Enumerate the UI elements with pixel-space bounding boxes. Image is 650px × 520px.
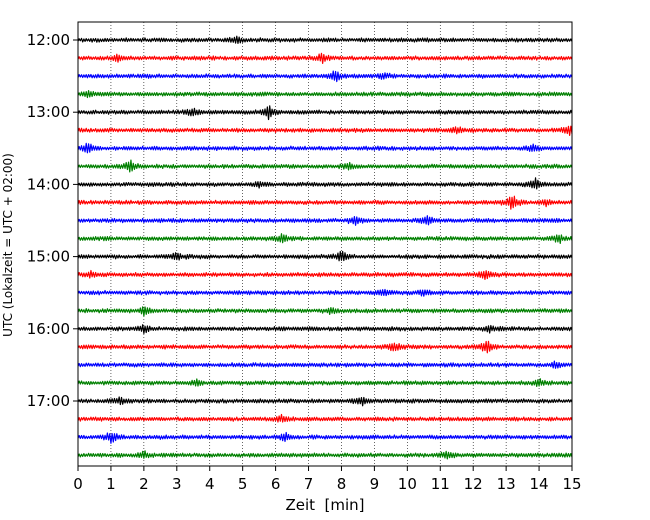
seismic-trace bbox=[77, 142, 573, 154]
x-tick-label: 7 bbox=[304, 475, 314, 493]
seismic-trace bbox=[77, 450, 573, 460]
y-tick-label: 16:00 bbox=[27, 320, 70, 338]
seismic-trace bbox=[77, 90, 573, 99]
y-tick-label: 13:00 bbox=[27, 103, 70, 121]
x-tick-label: 1 bbox=[106, 475, 116, 493]
x-tick-label: 5 bbox=[238, 475, 248, 493]
seismic-trace bbox=[77, 35, 573, 44]
trace-series bbox=[77, 35, 573, 460]
seismic-trace bbox=[77, 269, 573, 281]
seismic-trace bbox=[77, 105, 573, 121]
seismic-trace bbox=[77, 70, 573, 83]
seismic-trace bbox=[77, 378, 573, 388]
seismic-trace bbox=[77, 52, 573, 65]
x-axis-label: Zeit [min] bbox=[285, 496, 364, 514]
x-tick-label: 9 bbox=[370, 475, 380, 493]
y-tick-label: 14:00 bbox=[27, 175, 70, 193]
seismic-trace bbox=[77, 431, 573, 444]
seismic-trace bbox=[77, 215, 573, 226]
x-tick-label: 12 bbox=[464, 475, 483, 493]
x-tick-label: 4 bbox=[205, 475, 215, 493]
seismic-trace bbox=[77, 195, 573, 210]
seismic-trace bbox=[77, 177, 573, 190]
x-tick-label: 8 bbox=[337, 475, 347, 493]
seismic-trace bbox=[77, 159, 573, 173]
x-tick-label: 2 bbox=[139, 475, 149, 493]
y-axis: 12:00 13:00 14:00 15:00 16:00 17:00 bbox=[27, 31, 78, 410]
x-tick-label: 0 bbox=[73, 475, 83, 493]
x-tick-label: 15 bbox=[562, 475, 581, 493]
y-axis-label: UTC (Lokalzeit = UTC + 02:00) bbox=[1, 153, 15, 337]
x-tick-label: 13 bbox=[497, 475, 516, 493]
seismic-trace bbox=[77, 360, 573, 369]
seismic-trace bbox=[77, 413, 573, 423]
grid-lines bbox=[110, 22, 540, 466]
x-tick-label: 14 bbox=[530, 475, 549, 493]
y-tick-label: 12:00 bbox=[27, 31, 70, 49]
seismic-trace bbox=[77, 288, 573, 297]
y-tick-label: 15:00 bbox=[27, 248, 70, 266]
plot-frame bbox=[77, 21, 573, 467]
seismic-trace bbox=[77, 324, 573, 334]
y-tick-label: 17:00 bbox=[27, 392, 70, 410]
seismic-trace bbox=[77, 250, 573, 262]
seismic-trace bbox=[77, 233, 573, 244]
seismic-trace bbox=[77, 396, 573, 407]
seismic-trace bbox=[77, 306, 573, 317]
x-tick-label: 3 bbox=[172, 475, 182, 493]
x-axis: 0 1 2 3 4 5 6 7 8 9 10 11 12 13 14 15 bbox=[73, 466, 582, 493]
x-tick-label: 10 bbox=[398, 475, 417, 493]
x-tick-label: 11 bbox=[431, 475, 450, 493]
x-tick-label: 6 bbox=[271, 475, 281, 493]
seismic-trace bbox=[77, 340, 573, 354]
seismic-trace bbox=[77, 125, 573, 136]
